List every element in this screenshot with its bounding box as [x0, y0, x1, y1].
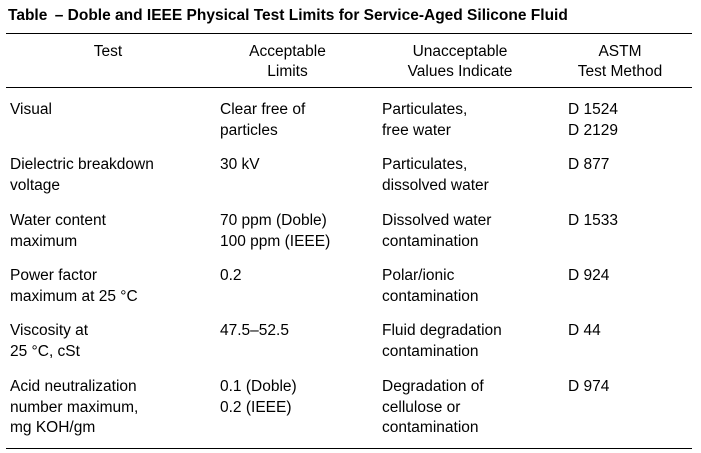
cell-limits: 70 ppm (Doble) 100 ppm (IEEE)	[220, 211, 330, 252]
cell-method: D 1533	[568, 211, 618, 232]
header-rule	[6, 87, 692, 88]
cell-line: D 974	[568, 378, 610, 395]
cell-line: Visual	[10, 101, 52, 118]
cell-line: D 877	[568, 156, 610, 173]
cell-method: D 924	[568, 266, 609, 287]
cell-method: D 1524 D 2129	[568, 100, 618, 141]
cell-line: 0.2	[220, 267, 242, 284]
header-line: Values Indicate	[407, 63, 513, 80]
header-line: Acceptable	[249, 43, 326, 60]
cell-line: Acid neutralization	[10, 378, 137, 395]
cell-line: mg KOH/gm	[10, 419, 96, 436]
cell-line: D 44	[568, 322, 601, 339]
cell-line: D 1524	[568, 101, 618, 118]
cell-indicate: Particulates, free water	[382, 100, 467, 141]
cell-line: free water	[382, 121, 451, 139]
cell-limits: 47.5–52.5	[220, 321, 289, 342]
top-rule	[6, 33, 692, 35]
header-acceptable-limits: Acceptable Limits	[220, 42, 355, 82]
cell-line: 47.5–52.5	[220, 322, 289, 339]
cell-line: Fluid degradation	[382, 322, 502, 339]
cell-line: contamination	[382, 342, 479, 360]
cell-method: D 877	[568, 155, 609, 176]
cell-line: D 924	[568, 267, 610, 284]
header-line: ASTM	[598, 43, 642, 60]
cell-line: 70 ppm (Doble)	[220, 212, 327, 229]
header-test: Test	[48, 42, 168, 62]
cell-line: 0.1 (Doble)	[220, 378, 297, 395]
cell-line: 0.2 (IEEE)	[220, 398, 292, 416]
header-line: Test	[93, 43, 123, 60]
cell-line: D 1533	[568, 212, 618, 229]
cell-limits: 0.1 (Doble) 0.2 (IEEE)	[220, 377, 297, 418]
cell-line: Power factor	[10, 267, 98, 284]
cell-indicate: Degradation of cellulose or contamination	[382, 377, 484, 439]
header-unacceptable-values: Unacceptable Values Indicate	[385, 42, 535, 82]
cell-line: Clear free of	[220, 101, 306, 118]
cell-test: Water content maximum	[10, 211, 106, 252]
cell-limits: Clear free of particles	[220, 100, 305, 141]
cell-test: Power factor maximum at 25 °C	[10, 266, 138, 307]
cell-line: Degradation of	[382, 378, 484, 395]
cell-line: contamination	[382, 419, 479, 436]
cell-limits: 0.2	[220, 266, 242, 287]
header-line: Test Method	[577, 63, 663, 80]
cell-line: dissolved water	[382, 176, 489, 194]
cell-test: Visual	[10, 100, 52, 121]
cell-line: Dielectric breakdown	[10, 156, 154, 173]
cell-indicate: Particulates, dissolved water	[382, 155, 489, 196]
cell-line: 25 °C, cSt	[10, 342, 80, 360]
cell-line: voltage	[10, 176, 60, 194]
cell-line: 30 kV	[220, 156, 260, 173]
cell-line: Water content	[10, 212, 106, 229]
cell-line: contamination	[382, 287, 479, 305]
cell-line: Particulates,	[382, 101, 468, 118]
cell-line: cellulose or	[382, 398, 461, 416]
cell-limits: 30 kV	[220, 155, 260, 176]
header-astm-method: ASTM Test Method	[560, 42, 680, 82]
cell-test: Dielectric breakdown voltage	[10, 155, 154, 196]
cell-line: Particulates,	[382, 156, 468, 173]
cell-test: Acid neutralization number maximum, mg KOH…	[10, 377, 138, 439]
cell-test: Viscosity at 25 °C, cSt	[10, 321, 88, 362]
cell-line: 100 ppm (IEEE)	[220, 232, 331, 250]
cell-line: number maximum,	[10, 398, 139, 416]
cell-method: D 44	[568, 321, 601, 342]
cell-line: Polar/ionic	[382, 267, 455, 284]
header-line: Unacceptable	[412, 43, 508, 60]
header-line: Limits	[267, 63, 308, 80]
bottom-rule	[6, 448, 692, 450]
cell-line: maximum at 25 °C	[10, 287, 138, 305]
cell-line: particles	[220, 121, 278, 139]
cell-line: D 2129	[568, 121, 618, 139]
table-title: Table – Doble and IEEE Physical Test Lim…	[8, 7, 568, 24]
cell-indicate: Polar/ionic contamination	[382, 266, 479, 307]
cell-line: Viscosity at	[10, 322, 89, 339]
cell-method: D 974	[568, 377, 609, 398]
cell-line: Dissolved water	[382, 212, 492, 229]
cell-line: maximum	[10, 232, 78, 250]
cell-line: contamination	[382, 232, 479, 250]
cell-indicate: Fluid degradation contamination	[382, 321, 502, 362]
cell-indicate: Dissolved water contamination	[382, 211, 491, 252]
